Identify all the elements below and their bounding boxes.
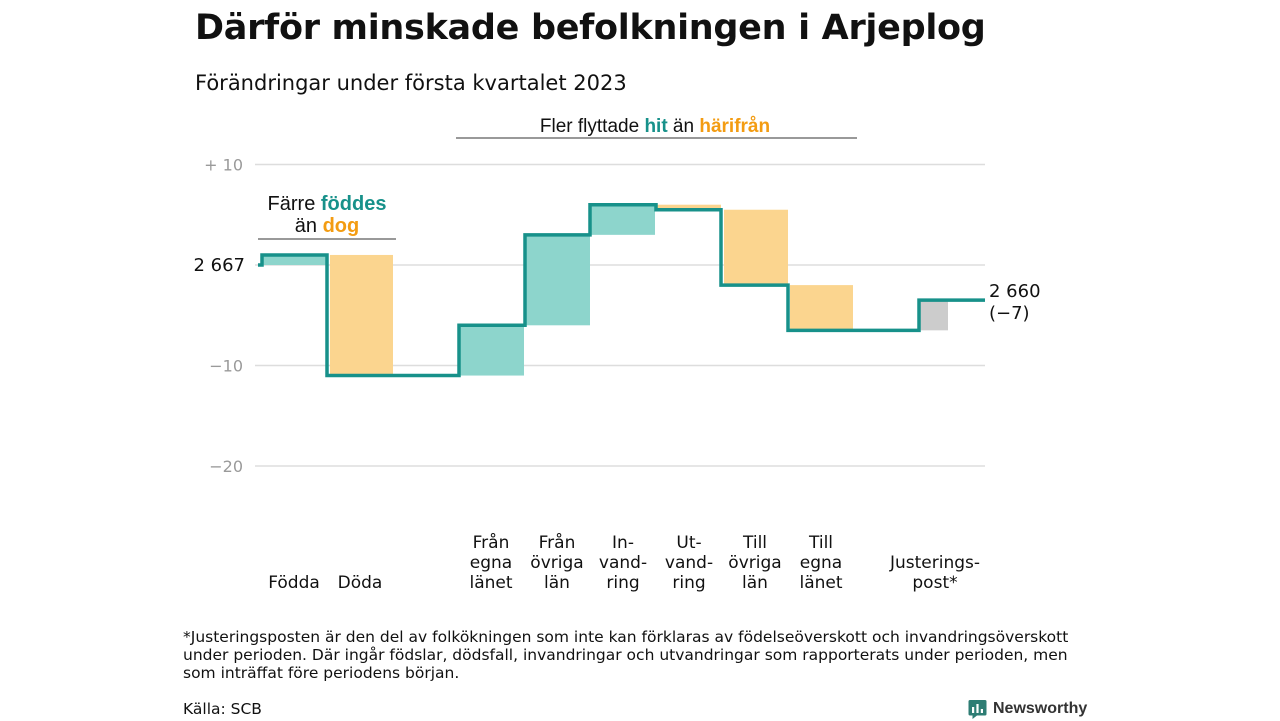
bar [724, 209, 788, 286]
chart-title: Därför minskade befolkningen i Arjeplog [195, 8, 986, 48]
category-label: Från övriga län [530, 532, 583, 593]
bar [526, 234, 590, 326]
bar [460, 325, 524, 376]
bar [330, 254, 393, 376]
annotation-migration: Fler flyttade hit än härifrån [540, 116, 770, 137]
bar [920, 300, 948, 331]
category-label: Födda [268, 573, 320, 593]
category-label: In-vand-ring [599, 533, 647, 593]
category-label: Ut-vand-ring [665, 533, 713, 593]
bar [657, 204, 721, 210]
footnote: *Justeringsposten är den del av folkökni… [183, 628, 1069, 682]
category-label: Från egna länet [469, 532, 512, 593]
annotation-births-deaths: Färre föddes [268, 193, 387, 215]
y-tick-label: −10 [209, 357, 243, 376]
start-value-label: 2 667 [193, 255, 245, 276]
step-line [258, 202, 985, 378]
bar [591, 204, 655, 235]
bar [262, 254, 326, 265]
source-note: Källa: SCB [183, 700, 262, 718]
bar [790, 285, 853, 331]
chart-subtitle: Förändringar under första kvartalet 2023 [195, 71, 627, 95]
end-change-label: (−7) [989, 303, 1030, 324]
end-value-label: 2 660 [989, 281, 1041, 302]
y-tick-label: −20 [209, 457, 243, 476]
y-tick-label: + 10 [204, 156, 243, 175]
newsworthy-logo: Newsworthy [968, 697, 1087, 721]
category-label: Till övriga län [728, 533, 781, 593]
annotation-births-deaths-line2: än dog [295, 215, 359, 237]
category-label: Döda [338, 573, 383, 593]
category-label: Till egna länet [799, 533, 842, 593]
category-label: Justerings-post* [889, 553, 980, 593]
newsworthy-logo-icon [968, 699, 987, 719]
newsworthy-logo-text: Newsworthy [993, 700, 1088, 717]
